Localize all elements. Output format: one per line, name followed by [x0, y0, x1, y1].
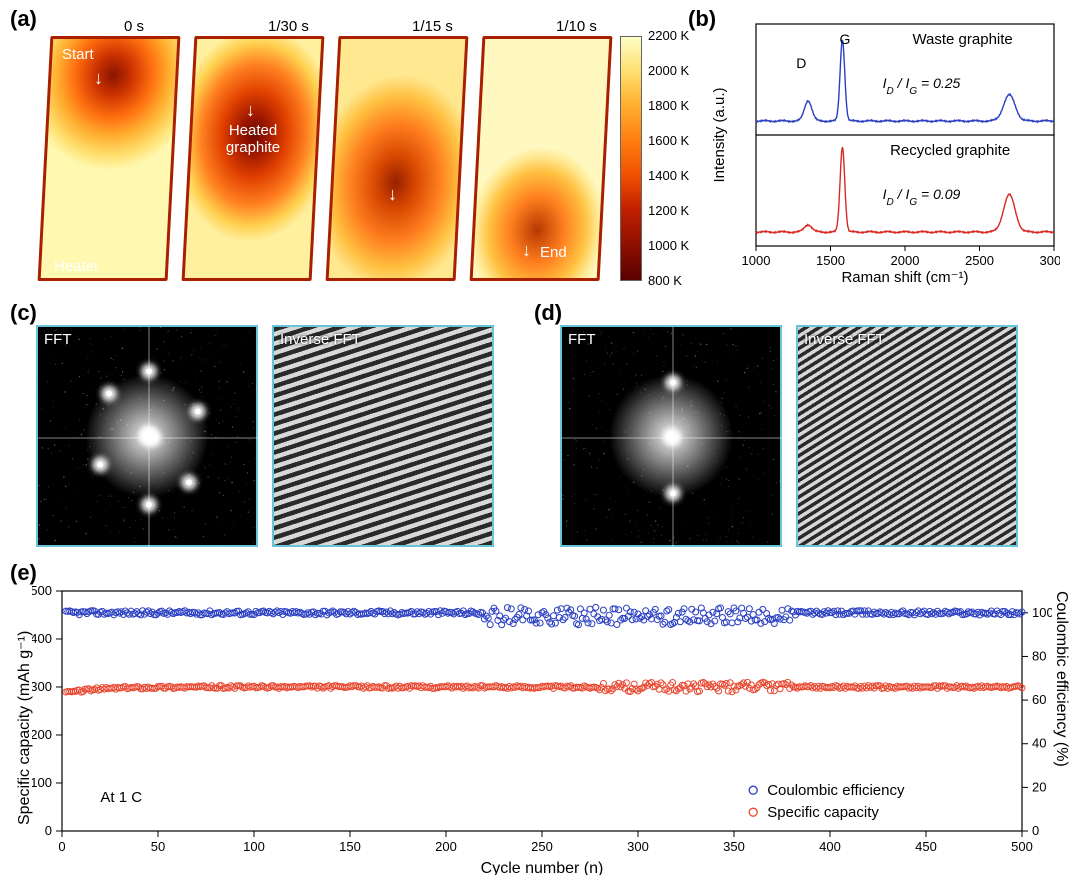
svg-text:200: 200	[32, 727, 52, 742]
panel-d-inverse-fft-image: Inverse FFT	[796, 325, 1018, 547]
heatmap-timestamp: 0 s	[124, 18, 144, 35]
svg-text:Coulombic efficiency: Coulombic efficiency	[767, 782, 905, 799]
panel-c-inverse-fft-image: Inverse FFT	[272, 325, 494, 547]
svg-text:Specific capacity: Specific capacity	[767, 804, 879, 821]
heatmap-frame-0	[38, 36, 181, 281]
svg-text:Cycle number (n): Cycle number (n)	[481, 860, 604, 875]
fft-label: FFT	[44, 331, 72, 348]
svg-text:D: D	[796, 55, 806, 71]
heatmap-timestamp: 1/15 s	[412, 18, 453, 35]
panel-label-e: (e)	[10, 560, 37, 586]
fft-label: FFT	[568, 331, 596, 348]
svg-text:0: 0	[45, 823, 52, 838]
svg-text:80: 80	[1032, 648, 1046, 663]
heatmap-timestamp: 1/30 s	[268, 18, 309, 35]
svg-text:ID / IG = 0.09: ID / IG = 0.09	[883, 186, 961, 208]
svg-text:300: 300	[627, 839, 649, 854]
y-axis-right-label: Coulombic efficiency (%)	[1052, 591, 1070, 767]
colorbar-tick: 2000 K	[648, 63, 689, 78]
panel-c-fft-image: FFT	[36, 325, 258, 547]
raman-plot: 1000 1500 2000 2500 3000 Raman shift (cm⁻¹) In…	[706, 20, 1060, 288]
svg-text:G: G	[839, 31, 850, 47]
svg-text:60: 60	[1032, 692, 1046, 707]
colorbar-tick: 1800 K	[648, 98, 689, 113]
svg-text:100: 100	[1032, 605, 1052, 620]
panel-label-a: (a)	[10, 6, 37, 32]
svg-text:350: 350	[723, 839, 745, 854]
svg-text:ID / IG = 0.25: ID / IG = 0.25	[883, 75, 961, 97]
svg-text:100: 100	[32, 775, 52, 790]
inverse-fft-label: Inverse FFT	[804, 331, 885, 348]
svg-text:2500: 2500	[965, 253, 994, 268]
svg-text:20: 20	[1032, 779, 1046, 794]
svg-text:500: 500	[1011, 839, 1033, 854]
svg-text:50: 50	[151, 839, 165, 854]
colorbar-tick: 2200 K	[648, 28, 689, 43]
colorbar-tick: 1400 K	[648, 168, 689, 183]
panel-label-c: (c)	[10, 300, 37, 326]
svg-text:150: 150	[339, 839, 361, 854]
svg-text:0: 0	[58, 839, 65, 854]
svg-text:200: 200	[435, 839, 457, 854]
annotation-heater: Heater	[54, 258, 99, 275]
colorbar-tick: 1000 K	[648, 238, 689, 253]
annotation-heated: Heated graphite	[208, 122, 298, 156]
heatmap-timestamp: 1/10 s	[556, 18, 597, 35]
annotation-end: End	[540, 244, 567, 261]
inverse-fft-label: Inverse FFT	[280, 331, 361, 348]
svg-text:300: 300	[32, 679, 52, 694]
annotation-start: Start	[62, 46, 94, 63]
svg-text:2000: 2000	[891, 253, 920, 268]
svg-text:40: 40	[1032, 736, 1046, 751]
svg-text:500: 500	[32, 585, 52, 598]
y-axis-left-label: Specific capacity (mAh g⁻¹)	[14, 631, 34, 825]
heatmap-frame-1	[182, 36, 325, 281]
svg-text:250: 250	[531, 839, 553, 854]
svg-text:Recycled graphite: Recycled graphite	[890, 142, 1010, 159]
svg-text:3000: 3000	[1040, 253, 1060, 268]
svg-text:100: 100	[243, 839, 265, 854]
colorbar	[620, 36, 642, 281]
heatmap-frame-2	[326, 36, 469, 281]
svg-text:Raman shift (cm⁻¹): Raman shift (cm⁻¹)	[841, 269, 968, 286]
colorbar-tick: 1200 K	[648, 203, 689, 218]
svg-text:400: 400	[32, 631, 52, 646]
svg-text:450: 450	[915, 839, 937, 854]
cycling-performance-chart: 0501001502002503003504004505000100200300…	[32, 585, 1052, 875]
svg-text:Intensity (a.u.): Intensity (a.u.)	[711, 87, 728, 182]
svg-text:Waste graphite: Waste graphite	[912, 31, 1012, 48]
svg-text:0: 0	[1032, 823, 1039, 838]
svg-text:1500: 1500	[816, 253, 845, 268]
panel-label-d: (d)	[534, 300, 562, 326]
svg-text:1000: 1000	[742, 253, 771, 268]
colorbar-tick: 1600 K	[648, 133, 689, 148]
colorbar-tick: 800 K	[648, 273, 682, 288]
svg-text:At 1 C: At 1 C	[100, 789, 142, 806]
panel-d-fft-image: FFT	[560, 325, 782, 547]
svg-text:400: 400	[819, 839, 841, 854]
